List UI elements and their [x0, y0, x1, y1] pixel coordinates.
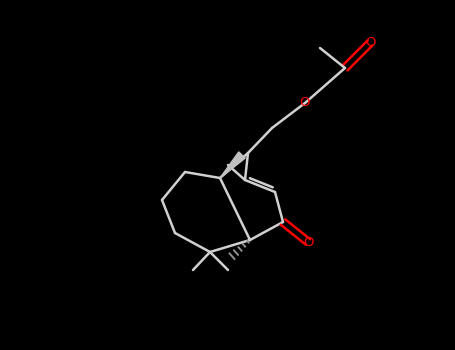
Polygon shape — [220, 152, 245, 178]
Text: O: O — [303, 236, 313, 248]
Text: O: O — [365, 36, 375, 49]
Text: O: O — [300, 97, 310, 110]
